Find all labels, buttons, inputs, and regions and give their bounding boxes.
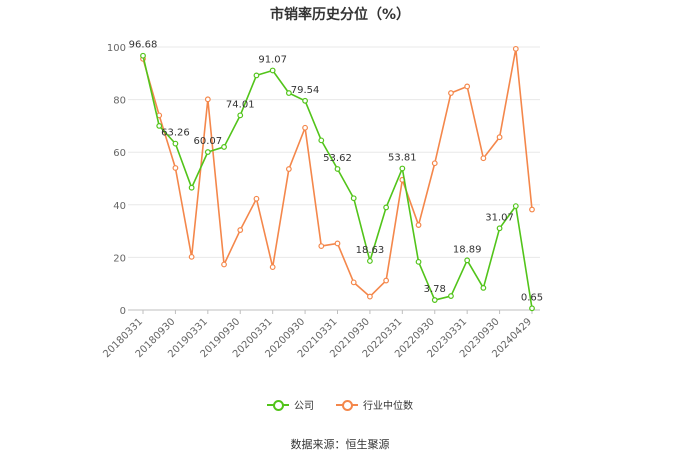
series-1-point-24 [529, 206, 535, 213]
series-0-point-1 [156, 122, 163, 129]
data-label-4: 60.07 [194, 136, 223, 147]
series-1-point-14 [367, 293, 373, 300]
series-0-point-16 [399, 165, 406, 172]
data-label-10: 79.54 [291, 85, 320, 96]
series-1-point-3 [188, 253, 195, 260]
series-1-point-21 [480, 155, 487, 162]
y-tick-label-0: 0 [120, 306, 126, 317]
data-labels: 96.68 63.26 60.07 74.01 91.07 79.54 53.62 18.63… [129, 40, 543, 304]
axes: 0204060801002018033120180930201903312019… [101, 43, 540, 360]
legend-label-industry: 行业中位数 [363, 401, 413, 412]
data-label-22: 31.07 [485, 212, 514, 223]
series-1-point-11 [318, 243, 325, 249]
series-1-point-18 [431, 160, 438, 167]
series-0-point-22 [496, 225, 503, 232]
y-tick-label-60: 60 [113, 148, 126, 159]
series-1-point-10 [302, 124, 308, 131]
series-0-point-23 [512, 203, 519, 210]
series-1-point-8 [269, 264, 276, 271]
series-lines [140, 45, 535, 312]
grid-lines [128, 46, 540, 258]
series-1-point-17 [415, 222, 422, 228]
legend-item-company[interactable]: 公司 [267, 397, 314, 412]
legend-swatch-industry [336, 399, 358, 411]
y-tick-label-20: 20 [113, 253, 126, 264]
series-0-point-7 [253, 72, 260, 79]
series-0-point-14 [367, 258, 373, 264]
series-0-point-9 [285, 90, 292, 96]
series-1-point-2 [172, 165, 179, 171]
legend-item-industry[interactable]: 行业中位数 [336, 397, 413, 412]
series-1-point-12 [334, 240, 341, 247]
series-0-point-19 [448, 293, 454, 299]
y-tick-label-40: 40 [113, 201, 126, 212]
series-0-point-4 [204, 149, 211, 155]
legend-swatch-company [267, 399, 289, 411]
series-1-point-23 [512, 45, 519, 52]
data-label-2: 63.26 [161, 128, 190, 139]
y-tick-label-100: 100 [107, 43, 126, 54]
series-line-1 [142, 48, 533, 298]
series-0-point-3 [188, 184, 195, 191]
series-0-point-24 [529, 305, 535, 312]
series-1-point-6 [237, 227, 244, 233]
series-0-point-18 [431, 297, 438, 303]
series-0-point-21 [480, 285, 487, 291]
series-1-point-20 [464, 83, 471, 90]
series-line-0 [142, 55, 533, 309]
series-0-point-20 [464, 257, 471, 264]
series-0-point-13 [350, 195, 357, 202]
data-label-12: 53.62 [323, 153, 352, 164]
data-label-24: 0.65 [521, 292, 543, 303]
series-0-point-12 [334, 166, 341, 172]
series-1-point-5 [221, 261, 227, 268]
series-0-point-10 [302, 97, 308, 104]
series-0-point-0 [140, 52, 146, 59]
series-0-point-8 [269, 67, 276, 74]
series-1-point-15 [383, 277, 390, 284]
series-1-point-13 [350, 279, 357, 286]
series-0-point-5 [221, 144, 227, 150]
series-1-point-4 [204, 96, 211, 103]
series-1-point-22 [496, 134, 503, 141]
data-label-14: 18.63 [356, 245, 385, 256]
data-label-20: 18.89 [453, 244, 482, 255]
data-label-8: 91.07 [258, 54, 287, 65]
series-0-point-11 [318, 137, 325, 144]
y-tick-label-80: 80 [113, 96, 126, 107]
legend: 公司 行业中位数 [0, 397, 680, 412]
data-label-18: 3.78 [424, 284, 446, 295]
series-0-point-15 [383, 204, 390, 211]
series-1-point-19 [448, 90, 454, 96]
data-label-6: 74.01 [226, 99, 255, 110]
series-1-point-7 [253, 195, 260, 202]
source-note: 数据来源：恒生聚源 [290, 438, 390, 451]
series-0-point-2 [172, 140, 179, 147]
series-0-point-17 [415, 258, 422, 265]
series-0-point-6 [237, 112, 244, 119]
legend-label-company: 公司 [294, 401, 314, 412]
data-label-0: 96.68 [129, 40, 158, 51]
data-label-16: 53.81 [388, 152, 417, 163]
chart-title: 市销率历史分位（%） [269, 7, 411, 23]
series-1-point-9 [285, 166, 292, 172]
